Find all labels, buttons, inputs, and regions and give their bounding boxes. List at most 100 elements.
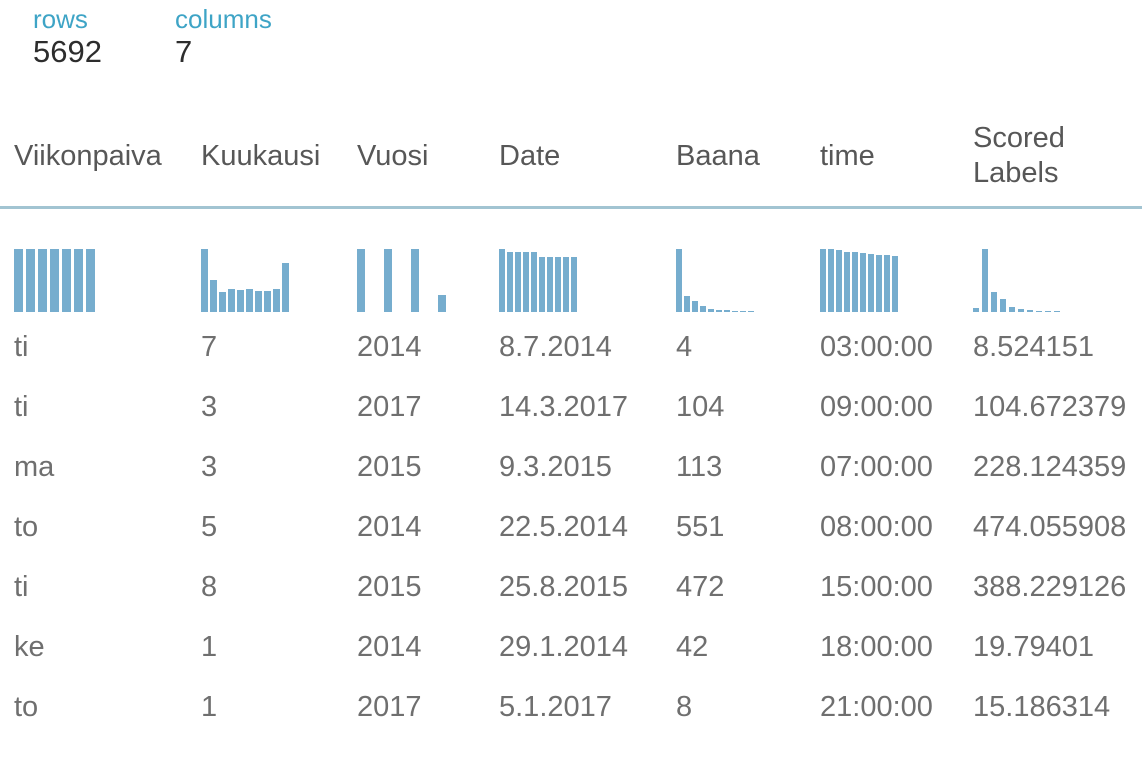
histogram-bar [724, 310, 730, 312]
column-header-vuosi[interactable]: Vuosi [357, 139, 429, 172]
histogram [499, 249, 676, 312]
histogram-bar [237, 290, 244, 312]
histogram [676, 249, 820, 312]
histogram-bar [523, 252, 529, 312]
histogram-bar [255, 291, 262, 312]
table-cell: 03:00:00 [820, 330, 933, 363]
histogram-bar [676, 249, 682, 312]
table-cell: to [14, 510, 39, 543]
histogram-bar [228, 289, 235, 312]
histogram-bar [732, 311, 738, 312]
data-table: Viikonpaiva Kuukausi Vuosi Date Baana time Sco… [0, 106, 1142, 737]
histogram-bar [219, 292, 226, 312]
column-histogram-kuukausi[interactable] [201, 249, 357, 312]
column-histogram-time[interactable] [820, 249, 973, 312]
histogram-bar [273, 289, 280, 312]
table-row: ti 7 2014 8.7.2014 4 03:00:00 8.524151 [14, 317, 1142, 377]
column-histogram-vuosi[interactable] [357, 249, 499, 312]
table-cell: 104 [676, 390, 725, 423]
table-cell: 2015 [357, 570, 422, 603]
histogram-bar [973, 308, 979, 312]
histogram-bar [884, 255, 890, 312]
histogram-bar [201, 249, 208, 312]
table-cell: 7 [201, 330, 218, 363]
table-cell: 472 [676, 570, 725, 603]
column-histogram-baana[interactable] [676, 249, 820, 312]
table-row: to 1 2017 5.1.2017 8 21:00:00 15.186314 [14, 677, 1142, 737]
table-cell: 09:00:00 [820, 390, 933, 423]
histogram-bar [50, 249, 59, 312]
rows-label: rows [33, 4, 88, 34]
table-cell: 113 [676, 450, 723, 483]
column-header-scored-labels[interactable]: Scored Labels [973, 122, 1065, 189]
histogram-bar [26, 249, 35, 312]
table-cell: 15.186314 [973, 690, 1111, 723]
histogram-bar [515, 252, 521, 312]
histogram-bar [684, 296, 690, 312]
histogram-bar [507, 252, 513, 312]
column-header-time[interactable]: time [820, 139, 875, 172]
table-cell: 8 [201, 570, 218, 603]
table-cell: 25.8.2015 [499, 570, 629, 603]
histogram-bar [282, 263, 289, 312]
histogram-bar [563, 257, 569, 312]
table-cell: 3 [201, 450, 218, 483]
table-cell: 2014 [357, 630, 422, 663]
table-cell: 21:00:00 [820, 690, 933, 723]
column-histogram-viikonpaiva[interactable] [14, 249, 201, 312]
columns-stat: columns 7 [175, 4, 272, 69]
histogram-bar [708, 309, 714, 312]
histogram-bar [820, 249, 826, 312]
dataset-stats: rows 5692 columns 7 [0, 0, 1142, 69]
column-header-date[interactable]: Date [499, 139, 561, 172]
table-cell: 29.1.2014 [499, 630, 629, 663]
table-cell: 19.79401 [973, 630, 1094, 663]
column-histogram-scored-labels[interactable] [973, 249, 1142, 312]
column-header-baana[interactable]: Baana [676, 139, 760, 172]
table-cell: to [14, 690, 39, 723]
histogram-bar [716, 310, 722, 312]
table-cell: 5.1.2017 [499, 690, 612, 723]
histogram-bar [62, 249, 71, 312]
histogram-bar [1027, 310, 1033, 312]
table-cell: ti [14, 390, 29, 423]
column-header-viikonpaiva[interactable]: Viikonpaiva [14, 139, 162, 172]
table-row: ti 8 2015 25.8.2015 472 15:00:00 388.229126 [14, 557, 1142, 617]
histogram [14, 249, 201, 312]
histogram-bar [264, 291, 271, 312]
histogram-bar [892, 256, 898, 312]
histogram-row [14, 249, 1142, 312]
histogram-bar [210, 280, 217, 312]
table-cell: 2017 [357, 690, 422, 723]
table-header-row: Viikonpaiva Kuukausi Vuosi Date Baana time Sco… [14, 106, 1142, 206]
column-header-kuukausi[interactable]: Kuukausi [201, 139, 321, 172]
table-cell: 18:00:00 [820, 630, 933, 663]
histogram-bar [571, 257, 577, 312]
histogram-bar [1018, 309, 1024, 312]
table-cell: ti [14, 330, 29, 363]
header-divider [0, 206, 1142, 209]
table-cell: 2015 [357, 450, 422, 483]
histogram-bar [411, 249, 419, 312]
histogram-bar [868, 254, 874, 312]
table-cell: 8.524151 [973, 330, 1094, 363]
table-cell: ke [14, 630, 45, 663]
table-row: ke 1 2014 29.1.2014 42 18:00:00 19.79401 [14, 617, 1142, 677]
table-cell: 388.229126 [973, 570, 1127, 603]
histogram-bar [1045, 311, 1051, 312]
histogram-bar [860, 253, 866, 312]
columns-count: 7 [175, 34, 193, 69]
histogram-bar [86, 249, 95, 312]
histogram-bar [438, 295, 446, 312]
rows-stat: rows 5692 [33, 4, 175, 69]
histogram-bar [539, 257, 545, 312]
table-cell: 8 [676, 690, 693, 723]
table-cell: 42 [676, 630, 709, 663]
histogram-bar [14, 249, 23, 312]
table-cell: ti [14, 570, 29, 603]
histogram-bar [1036, 311, 1042, 312]
histogram-bar [982, 249, 988, 312]
histogram-bar [357, 249, 365, 312]
column-histogram-date[interactable] [499, 249, 676, 312]
